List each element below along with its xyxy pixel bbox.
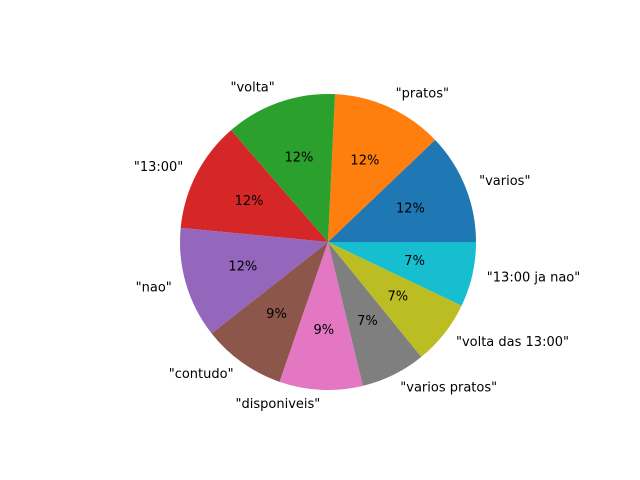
pie-slice-5 <box>211 242 328 382</box>
slice-percent-label-7: 7% <box>357 314 378 329</box>
slice-percent-label-3: 12% <box>235 194 264 209</box>
pie-slice-4 <box>179 227 328 334</box>
slice-category-label-3: "13:00" <box>134 160 183 175</box>
slice-labels: "varios" "pratos" "volta" "13:00" "nao" "cont… <box>134 81 580 412</box>
pie-slice-9 <box>328 242 476 306</box>
slice-category-label-2: "volta" <box>230 81 274 96</box>
slice-percent-label-8: 7% <box>387 289 408 304</box>
percent-labels: 12% 12% 12% 12% 12% 9% 9% 7% 7% 7% <box>228 151 425 339</box>
slice-percent-label-0: 12% <box>396 202 425 217</box>
slice-percent-label-2: 12% <box>285 151 314 166</box>
pie-slice-6 <box>279 242 363 391</box>
pie-slice-0 <box>328 139 476 242</box>
slice-category-label-6: "disponiveis" <box>236 397 321 412</box>
pie-slice-8 <box>328 242 462 357</box>
slice-category-label-7: "varios pratos" <box>400 380 497 395</box>
pie-slice-2 <box>231 94 336 243</box>
slice-percent-label-4: 12% <box>228 260 257 275</box>
slice-category-label-5: "contudo" <box>169 367 234 382</box>
pie-slice-7 <box>328 242 422 386</box>
slice-category-label-4: "nao" <box>136 280 172 295</box>
slice-percent-label-5: 9% <box>266 307 287 322</box>
slice-category-label-0: "varios" <box>479 174 530 189</box>
slice-category-label-1: "pratos" <box>396 86 449 101</box>
slice-percent-label-6: 9% <box>313 323 334 338</box>
pie-slice-1 <box>328 94 436 242</box>
slice-category-label-9: "13:00 ja nao" <box>487 270 580 285</box>
slice-category-label-8: "volta das 13:00" <box>456 335 569 350</box>
slice-percent-label-9: 7% <box>404 254 425 269</box>
pie-slices <box>179 94 476 391</box>
pie-slice-3 <box>180 130 328 242</box>
slice-percent-label-1: 12% <box>350 154 379 169</box>
